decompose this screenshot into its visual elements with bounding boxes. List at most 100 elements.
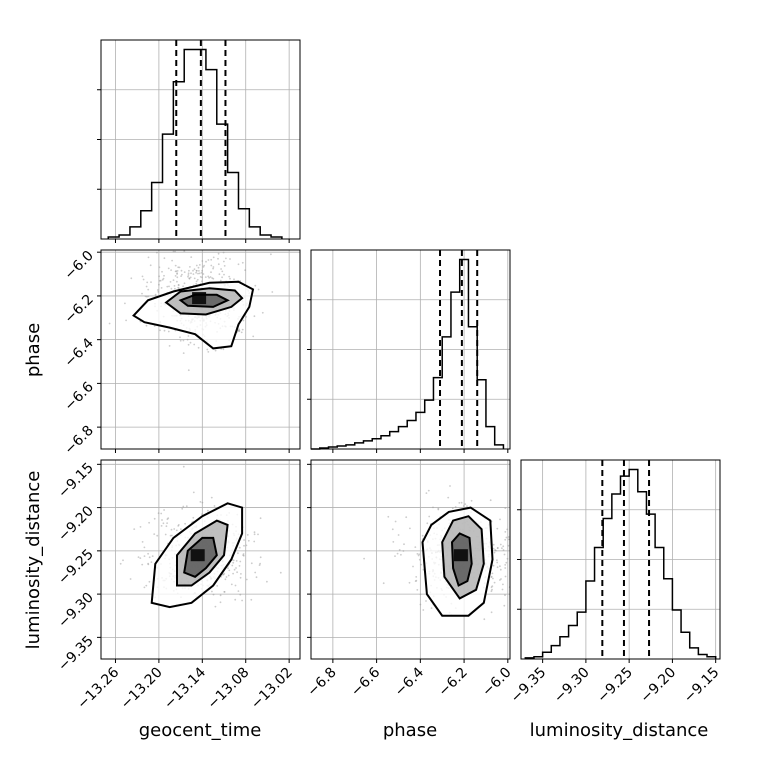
geocent-time-vs-luminosity-distance-sample-point: [160, 512, 163, 515]
geocent-time-vs-phase-sample-point: [188, 269, 190, 272]
phase-vs-luminosity-distance-contour-0: [421, 506, 494, 617]
phase-vs-luminosity-distance-sample-point: [363, 557, 365, 560]
geocent-time-vs-phase-sample-point: [197, 266, 200, 269]
geocent-time-vs-phase-sample-point: [210, 271, 212, 274]
geocent-time-vs-phase-sample-point: [202, 273, 205, 275]
geocent-time-vs-luminosity-distance-sample-point: [235, 567, 237, 569]
phase-vs-luminosity-distance-sample-point: [512, 581, 514, 583]
phase-vs-luminosity-distance-sample-point: [425, 492, 428, 494]
geocent-time-vs-luminosity-distance-sample-point: [216, 585, 219, 587]
geocent-time-vs-luminosity-distance-sample-point: [239, 576, 242, 579]
geocent-time-vs-luminosity-distance-sample-point: [151, 555, 154, 557]
phase-vs-luminosity-distance-sample-point: [394, 520, 397, 523]
phase-vs-luminosity-distance-sample-point: [458, 502, 461, 504]
luminosity-distance-x-tick-label: −9.15: [681, 665, 723, 707]
luminosity-distance-y-tick-label: −9.25: [55, 546, 97, 588]
geocent-time-x-tick-label: −13.26: [74, 664, 122, 712]
geocent-time-vs-phase-sample-point: [169, 281, 172, 283]
geocent-time-vs-phase-sample-point: [147, 295, 150, 298]
phase-vs-luminosity-distance-sample-point: [504, 564, 507, 566]
geocent-time-vs-luminosity-distance-sample-point: [259, 517, 262, 520]
phase-vs-luminosity-distance-sample-point: [437, 508, 440, 511]
geocent-time-vs-phase-sample-point: [170, 269, 173, 271]
geocent-time-vs-luminosity-distance-sample-point: [279, 571, 282, 574]
geocent-time-vs-phase-sample-point: [141, 292, 143, 295]
density-layer: [108, 240, 540, 621]
geocent-time-vs-luminosity-distance-sample-point: [143, 555, 146, 557]
phase-vs-luminosity-distance-sample-point: [496, 561, 499, 564]
phase-vs-luminosity-distance-sample-point: [493, 581, 496, 584]
phase-vs-luminosity-distance-sample-point: [419, 603, 422, 606]
luminosity-distance-x-tick-label: −9.35: [508, 665, 550, 707]
geocent-time-vs-phase-sample-point: [176, 272, 179, 274]
phase-vs-luminosity-distance-sample-point: [425, 600, 427, 602]
geocent-time-vs-luminosity-distance-sample-point: [166, 518, 169, 521]
geocent-time-vs-phase-sample-point: [206, 348, 209, 351]
phase-vs-luminosity-distance-sample-point: [493, 551, 496, 554]
phase-vs-luminosity-distance-sample-point: [499, 579, 501, 581]
geocent-time-vs-phase-sample-point: [205, 260, 207, 263]
geocent-time-vs-luminosity-distance-sample-point: [201, 501, 204, 504]
geocent-time-vs-luminosity-distance-sample-point: [243, 539, 246, 541]
geocent-time-vs-luminosity-distance-sample-point: [192, 491, 195, 494]
phase-x-tick-label: −6.4: [392, 664, 427, 699]
phase-vs-luminosity-distance-sample-point: [430, 607, 433, 609]
geocent-time-vs-phase-sample-point: [124, 302, 126, 305]
geocent-time-vs-phase-sample-point: [270, 253, 272, 256]
phase-y-tick-label: −6.2: [61, 291, 96, 326]
geocent-time-vs-phase-sample-point: [168, 285, 170, 288]
geocent-time-vs-phase-sample-point: [189, 341, 192, 344]
geocent-time-vs-phase-sample-point: [217, 257, 219, 260]
geocent-time-vs-luminosity-distance-sample-point: [232, 561, 235, 564]
luminosity-distance-x-tick-label: −9.25: [594, 665, 636, 707]
geocent-time-vs-phase-sample-point: [142, 278, 145, 281]
geocent-time-vs-phase-sample-point: [156, 251, 158, 254]
geocent-time-vs-phase-sample-point: [193, 277, 196, 280]
geocent-time-vs-luminosity-distance-sample-point: [225, 576, 228, 578]
geocent-time-vs-phase-sample-point: [140, 241, 142, 243]
geocent-time-vs-phase-sample-point: [214, 349, 217, 352]
phase-vs-luminosity-distance-sample-point: [538, 545, 540, 547]
phase-vs-luminosity-distance-contour-2: [450, 532, 473, 587]
phase-vs-luminosity-distance-sample-point: [451, 507, 454, 510]
phase-vs-luminosity-distance-sample-point: [412, 565, 414, 568]
geocent-time-vs-phase-sample-point: [195, 282, 198, 285]
phase-vs-luminosity-distance-sample-point: [416, 553, 419, 555]
geocent-time-vs-phase-sample-point: [253, 315, 256, 318]
geocent-time-vs-luminosity-distance-sample-point: [201, 513, 203, 515]
geocent-time-vs-phase-sample-point: [174, 264, 177, 267]
geocent-time-vs-phase-sample-point: [176, 276, 179, 279]
geocent-time-vs-phase-sample-point: [196, 278, 199, 281]
phase-vs-luminosity-distance-sample-point: [414, 546, 417, 548]
geocent-time-vs-phase-sample-point: [172, 250, 175, 253]
geocent-time-vs-phase-sample-point: [241, 261, 244, 264]
geocent-time-vs-phase-sample-point: [191, 240, 193, 242]
geocent-time-vs-phase-sample-point: [237, 263, 240, 266]
phase-vs-luminosity-distance-sample-point: [491, 588, 493, 591]
geocent-time-vs-luminosity-distance-sample-point: [153, 517, 156, 520]
phase-vs-luminosity-distance-sample-point: [506, 557, 509, 560]
geocent-time-vs-phase-sample-point: [217, 252, 220, 255]
phase-vs-luminosity-distance-sample-point: [503, 604, 506, 607]
geocent-time-vs-luminosity-distance-sample-point: [171, 534, 173, 537]
geocent-time-vs-phase-sample-point: [183, 271, 186, 273]
geocent-time-vs-luminosity-distance-sample-point: [250, 562, 253, 565]
geocent-time-vs-phase-sample-point: [172, 279, 175, 281]
geocent-time-vs-phase-sample-point: [176, 270, 179, 272]
geocent-time-vs-phase-sample-point: [178, 287, 180, 290]
geocent-time-vs-luminosity-distance-sample-point: [211, 590, 213, 593]
geocent-time-vs-luminosity-distance-sample-point: [199, 501, 202, 503]
phase-vs-luminosity-distance-sample-point: [432, 506, 434, 509]
geocent-time-x-tick-label: −13.20: [118, 665, 166, 713]
geocent-time-vs-phase-sample-point: [229, 277, 231, 280]
phase-vs-luminosity-distance-sample-point: [499, 518, 501, 521]
geocent-time-vs-luminosity-distance-sample-point: [253, 531, 256, 534]
geocent-time-x-tick-label: −13.02: [248, 665, 296, 713]
phase-vs-luminosity-distance-sample-point: [462, 505, 465, 507]
phase-vs-luminosity-distance-sample-point: [464, 503, 467, 505]
geocent-time-vs-phase-sample-point: [144, 295, 147, 298]
geocent-time-vs-phase-sample-point: [178, 266, 181, 269]
phase-histogram: [311, 258, 505, 450]
geocent-time-vs-luminosity-distance-sample-point: [266, 580, 268, 583]
